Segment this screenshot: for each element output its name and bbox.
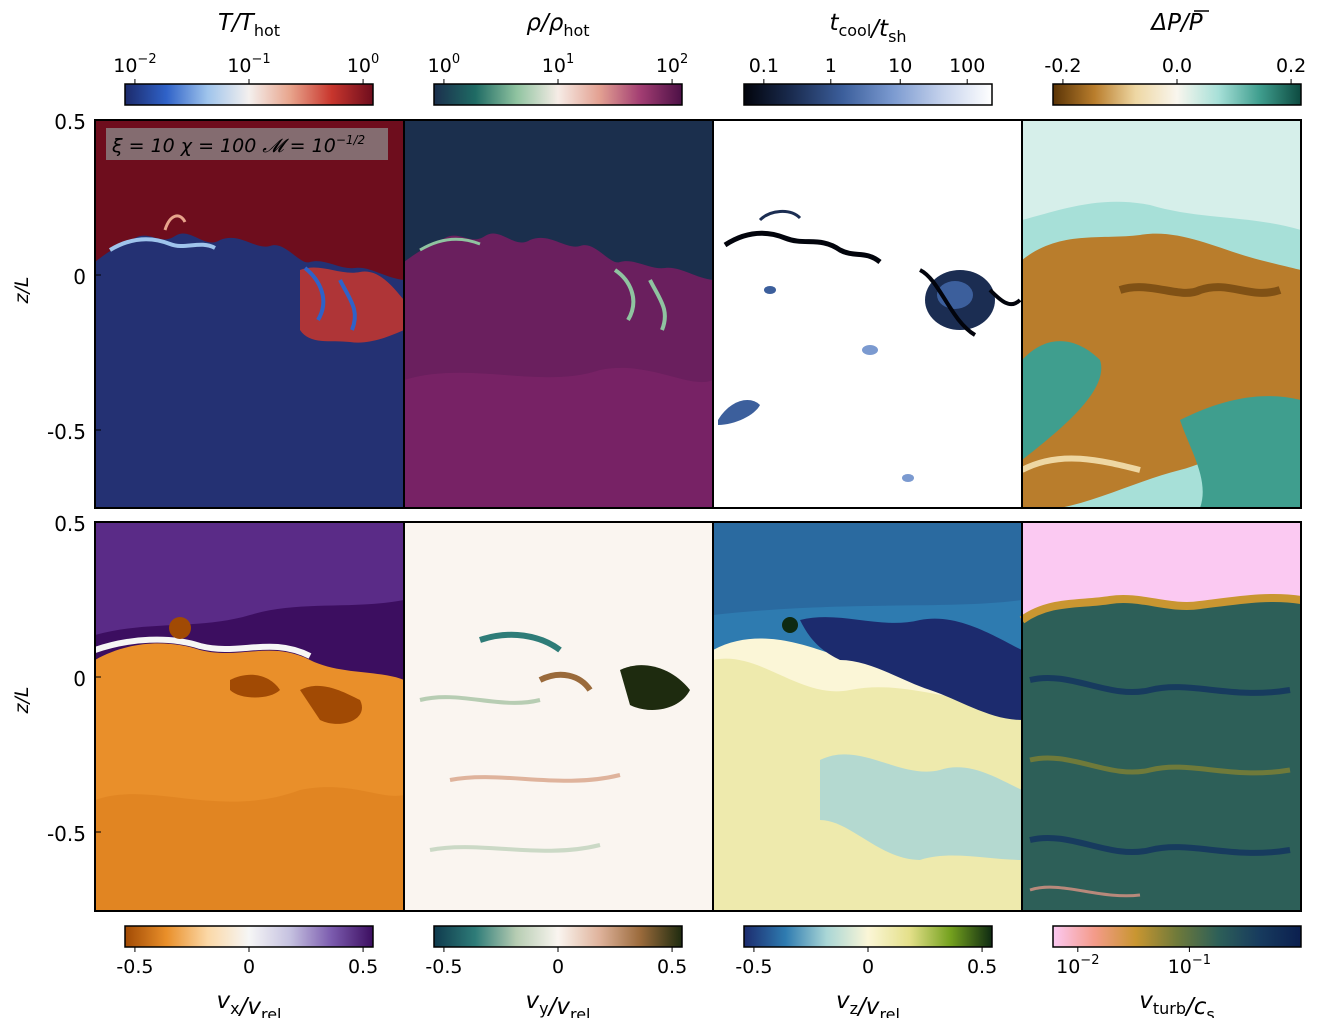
colorbar-gradient <box>433 83 683 106</box>
panel-density <box>404 120 713 508</box>
colorbar-gradient <box>124 925 374 948</box>
y-tick-label: 0 <box>73 265 86 289</box>
y-axis-top: 0.5 0 -0.5 <box>47 110 101 444</box>
y-tick-label: 0.5 <box>54 110 86 134</box>
colorbar-tick-label: 1 <box>825 55 837 77</box>
y-axis-label-top: z/L <box>11 277 33 305</box>
panel-pressure <box>1020 120 1301 508</box>
colorbar-tick-label: -0.2 <box>1044 55 1081 77</box>
colorbar-tick-label: 10−1 <box>227 52 270 77</box>
colorbar-tick-label: -0.5 <box>425 956 462 978</box>
y-axis-label-bottom: z/L <box>11 687 33 715</box>
colorbar-label: vz/vrel <box>836 988 900 1018</box>
colorbar-tick-label: 0.1 <box>749 55 779 77</box>
colorbar-cooling_time: 0.1 1 10 100 tcool/tsh <box>743 10 993 106</box>
colorbar-tick-label: 0.2 <box>1276 55 1306 77</box>
colorbar-tick-label: 0.5 <box>967 956 997 978</box>
colorbar-tick-label: 0 <box>552 956 564 978</box>
colorbar-tick-label: 0.5 <box>657 956 687 978</box>
panel-vz <box>713 522 1022 911</box>
panel-cooling-time <box>713 120 1022 508</box>
colorbar-density: 100 101 102 ρ/ρhot <box>428 10 688 106</box>
panel-vturb <box>1019 522 1302 911</box>
colorbar-gradient <box>1052 83 1302 106</box>
panel-frames <box>94 119 1302 912</box>
colorbar-gradient <box>124 83 374 106</box>
y-tick-label: 0.5 <box>54 512 86 536</box>
colorbar-tick-label: -0.5 <box>116 956 153 978</box>
colorbar-tick-label: 101 <box>542 52 574 77</box>
colorbar-label: ρ/ρhot <box>526 10 589 40</box>
panel-vx <box>94 522 404 911</box>
annotation-text: ξ = 10 χ = 100 𝓜 = 10−1/2 <box>111 133 365 157</box>
colorbar-gradient <box>1052 925 1302 948</box>
colorbar-label: ΔP/P <box>1149 10 1202 36</box>
colorbar-tick-label: 100 <box>428 52 460 77</box>
colorbar-tick-label: 10−1 <box>1168 953 1211 978</box>
colorbar-tick-label: 0 <box>243 956 255 978</box>
colorbar-gradient <box>743 83 993 106</box>
colorbar-label: tcool/tsh <box>829 10 906 46</box>
colorbar-tick-label: 0.5 <box>348 956 378 978</box>
colorbar-tick-label: 10−2 <box>113 52 156 77</box>
colorbar-temperature: 10−2 10−1 100 T/Thot <box>113 10 379 106</box>
colorbar-label: T/Thot <box>218 10 280 40</box>
annotation-box <box>106 128 388 160</box>
panel-vy <box>404 522 713 911</box>
colorbar-label: vturb/cs <box>1139 988 1215 1018</box>
colorbar-label: vy/vrel <box>526 988 591 1018</box>
colorbar-tick-label: 0.0 <box>1162 55 1192 77</box>
y-tick-label: 0 <box>73 667 86 691</box>
colorbar-tick-label: 100 <box>347 52 379 77</box>
colorbar-vturb: 10−2 10−1 vturb/cs <box>1052 925 1302 1018</box>
y-axis-bottom: 0.5 0 -0.5 <box>47 512 101 846</box>
colorbar-gradient <box>743 925 993 948</box>
colorbar-tick-label: 102 <box>656 52 688 77</box>
colorbar-gradient <box>433 925 683 948</box>
colorbar-tick-label: -0.5 <box>735 956 772 978</box>
colorbar-label: vx/vrel <box>217 988 282 1018</box>
colorbar-tick-label: 10−2 <box>1056 953 1099 978</box>
y-tick-label: -0.5 <box>47 822 86 846</box>
colorbars: 10−2 10−1 100 T/Thot 100 101 102 ρ/ρhot 0.1 1 10 10… <box>113 10 1306 1018</box>
panel-temperature: ξ = 10 χ = 100 𝓜 = 10−1/2 <box>95 120 404 508</box>
colorbar-vz: -0.5 0 0.5 vz/vrel <box>735 925 997 1018</box>
y-tick-label: -0.5 <box>47 420 86 444</box>
colorbar-vx: -0.5 0 0.5 vx/vrel <box>116 925 378 1018</box>
colorbar-tick-label: 10 <box>888 55 912 77</box>
colorbar-pressure: -0.2 0.0 0.2 ΔP/P <box>1044 10 1306 106</box>
colorbar-tick-label: 100 <box>949 55 985 77</box>
colorbar-tick-label: 0 <box>862 956 874 978</box>
colorbar-vy: -0.5 0 0.5 vy/vrel <box>425 925 687 1018</box>
